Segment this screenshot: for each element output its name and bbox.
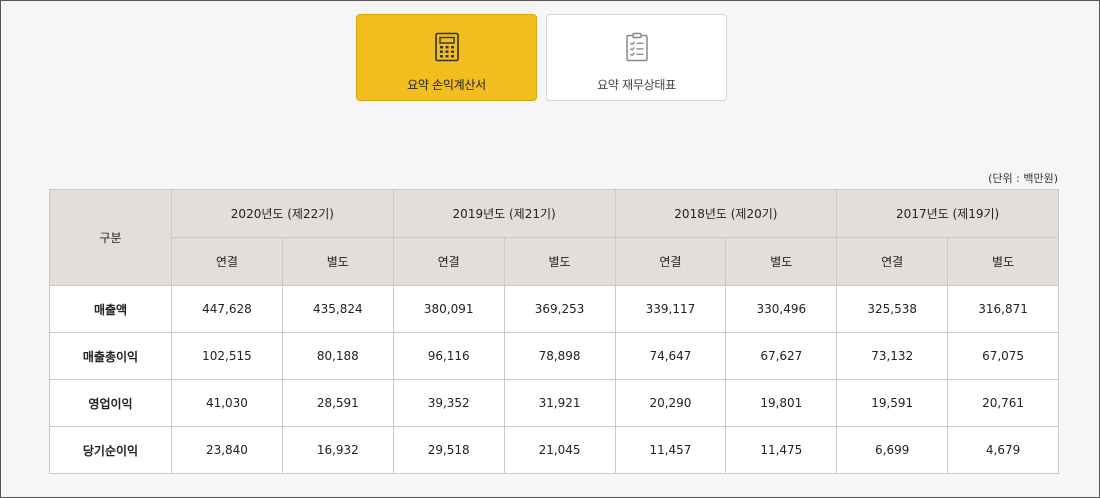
- table-cell: 23,840: [171, 426, 283, 474]
- sub-header-consolidated: 연결: [836, 237, 949, 286]
- table-cell: 102,515: [171, 332, 283, 380]
- year-header: 2020년도 (제22기): [171, 189, 394, 238]
- tab-balance-sheet[interactable]: 요약 재무상태표: [546, 14, 727, 101]
- table-cell: 11,475: [725, 426, 838, 474]
- tab-label: 요약 손익계산서: [407, 78, 486, 92]
- tab-income-statement[interactable]: 요약 손익계산서: [356, 14, 537, 101]
- table-row: 당기순이익 23,840 16,932 29,518 21,045 11,457 11,47…: [49, 426, 1059, 474]
- table-cell: 67,627: [725, 332, 838, 380]
- table-cell: 4,679: [947, 426, 1059, 474]
- sub-header-consolidated: 연결: [171, 237, 283, 286]
- statement-tabs: 요약 손익계산서 요약 재무상태표: [356, 14, 727, 101]
- year-header: 2017년도 (제19기): [836, 189, 1059, 238]
- table-cell: 39,352: [392, 379, 505, 427]
- table-cell: 316,871: [947, 285, 1059, 333]
- sub-header-separate: 별도: [281, 237, 394, 286]
- table-cell: 21,045: [503, 426, 616, 474]
- sub-header-consolidated: 연결: [392, 237, 505, 286]
- row-label: 매출액: [49, 285, 172, 333]
- table-cell: 330,496: [725, 285, 838, 333]
- table-cell: 369,253: [503, 285, 616, 333]
- table-row: 영업이익 41,030 28,591 39,352 31,921 20,290 19,801…: [49, 379, 1059, 427]
- table-cell: 29,518: [392, 426, 505, 474]
- year-header: 2019년도 (제21기): [392, 189, 616, 238]
- table-cell: 28,591: [281, 379, 394, 427]
- calculator-icon: [434, 32, 459, 62]
- table-cell: 20,761: [947, 379, 1059, 427]
- row-label: 영업이익: [49, 379, 172, 427]
- sub-header-consolidated: 연결: [614, 237, 727, 286]
- sub-header-separate: 별도: [725, 237, 838, 286]
- table-cell: 74,647: [614, 332, 727, 380]
- table-cell: 96,116: [392, 332, 505, 380]
- table-row: 매출액 447,628 435,824 380,091 369,253 339,117 33…: [49, 285, 1059, 333]
- row-label: 당기순이익: [49, 426, 172, 474]
- table-cell: 67,075: [947, 332, 1059, 380]
- sub-header-separate: 별도: [947, 237, 1059, 286]
- unit-label: (단위 : 백만원): [988, 172, 1058, 185]
- table-cell: 31,921: [503, 379, 616, 427]
- table-cell: 80,188: [281, 332, 394, 380]
- row-label: 매출총이익: [49, 332, 172, 380]
- sub-header-separate: 별도: [503, 237, 616, 286]
- table-cell: 325,538: [836, 285, 949, 333]
- table-cell: 447,628: [171, 285, 283, 333]
- table-cell: 19,801: [725, 379, 838, 427]
- tab-label: 요약 재무상태표: [597, 78, 676, 92]
- table-cell: 339,117: [614, 285, 727, 333]
- table-row: 매출총이익 102,515 80,188 96,116 78,898 74,647 67,6…: [49, 332, 1059, 380]
- corner-header: 구분: [49, 189, 172, 286]
- table-cell: 16,932: [281, 426, 394, 474]
- table-cell: 6,699: [836, 426, 949, 474]
- table-cell: 73,132: [836, 332, 949, 380]
- table-cell: 20,290: [614, 379, 727, 427]
- table-cell: 11,457: [614, 426, 727, 474]
- financial-summary-table: 구분 2020년도 (제22기) 2019년도 (제21기) 2018년도 (제…: [49, 189, 1059, 474]
- clipboard-checklist-icon: [625, 32, 648, 62]
- table-cell: 380,091: [392, 285, 505, 333]
- table-cell: 435,824: [281, 285, 394, 333]
- table-cell: 41,030: [171, 379, 283, 427]
- table-cell: 19,591: [836, 379, 949, 427]
- year-header: 2018년도 (제20기): [614, 189, 838, 238]
- table-cell: 78,898: [503, 332, 616, 380]
